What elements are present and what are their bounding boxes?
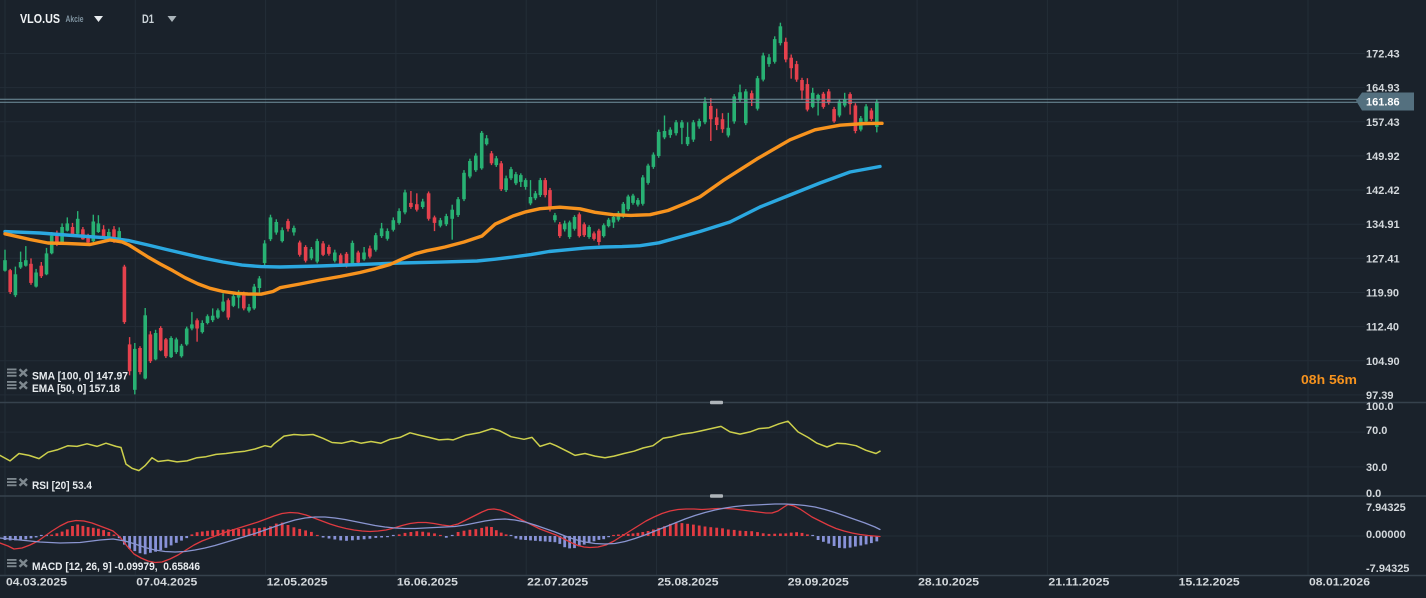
- svg-text:97.39: 97.39: [1366, 390, 1394, 402]
- svg-text:161.86: 161.86: [1366, 97, 1400, 109]
- svg-text:08.01.2026: 08.01.2026: [1309, 577, 1370, 589]
- svg-text:-7.94325: -7.94325: [1366, 563, 1409, 575]
- svg-text:12.05.2025: 12.05.2025: [267, 577, 328, 589]
- svg-text:30.0: 30.0: [1366, 462, 1387, 474]
- svg-text:119.90: 119.90: [1366, 288, 1399, 300]
- svg-text:134.91: 134.91: [1366, 219, 1400, 231]
- svg-text:SMA [100, 0] 147.97: SMA [100, 0] 147.97: [32, 371, 128, 383]
- svg-text:28.10.2025: 28.10.2025: [918, 577, 979, 589]
- svg-text:04.03.2025: 04.03.2025: [6, 577, 67, 589]
- svg-text:07.04.2025: 07.04.2025: [136, 577, 197, 589]
- svg-text:0.00000: 0.00000: [1366, 529, 1406, 541]
- svg-text:D1: D1: [142, 12, 154, 26]
- svg-text:16.06.2025: 16.06.2025: [397, 577, 458, 589]
- svg-text:15.12.2025: 15.12.2025: [1179, 577, 1240, 589]
- svg-text:164.93: 164.93: [1366, 83, 1400, 95]
- svg-text:149.92: 149.92: [1366, 151, 1400, 163]
- svg-text:70.0: 70.0: [1366, 425, 1387, 437]
- svg-text:25.08.2025: 25.08.2025: [658, 577, 719, 589]
- svg-text:Akcie: Akcie: [66, 14, 84, 25]
- svg-text:VLO.US: VLO.US: [20, 12, 60, 26]
- svg-text:EMA [50, 0] 157.18: EMA [50, 0] 157.18: [32, 383, 120, 395]
- svg-text:157.43: 157.43: [1366, 117, 1400, 129]
- svg-text:22.07.2025: 22.07.2025: [527, 577, 588, 589]
- svg-text:08h 56m: 08h 56m: [1301, 373, 1357, 387]
- svg-text:142.42: 142.42: [1366, 185, 1400, 197]
- svg-text:29.09.2025: 29.09.2025: [788, 577, 849, 589]
- svg-text:112.40: 112.40: [1366, 322, 1399, 334]
- svg-text:104.90: 104.90: [1366, 356, 1400, 368]
- svg-text:MACD [12, 26, 9] -0.09979, 0.: MACD [12, 26, 9] -0.09979, 0.65846: [32, 561, 200, 573]
- svg-text:21.11.2025: 21.11.2025: [1048, 577, 1109, 589]
- svg-text:100.0: 100.0: [1366, 401, 1394, 413]
- svg-text:7.94325: 7.94325: [1366, 502, 1406, 514]
- svg-text:RSI [20] 53.4: RSI [20] 53.4: [32, 480, 93, 492]
- svg-text:172.43: 172.43: [1366, 49, 1400, 61]
- svg-text:0.0: 0.0: [1366, 488, 1381, 500]
- svg-text:127.41: 127.41: [1366, 253, 1400, 265]
